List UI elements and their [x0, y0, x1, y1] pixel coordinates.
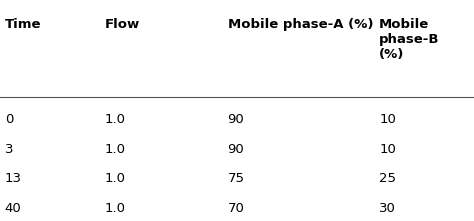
Text: 0: 0	[5, 113, 13, 126]
Text: Time: Time	[5, 18, 41, 31]
Text: 3: 3	[5, 143, 13, 156]
Text: 25: 25	[379, 172, 396, 185]
Text: Mobile
phase-B
(%): Mobile phase-B (%)	[379, 18, 440, 61]
Text: 75: 75	[228, 172, 245, 185]
Text: 90: 90	[228, 113, 244, 126]
Text: 40: 40	[5, 202, 21, 215]
Text: 1.0: 1.0	[104, 113, 125, 126]
Text: 1.0: 1.0	[104, 202, 125, 215]
Text: Mobile phase-A (%): Mobile phase-A (%)	[228, 18, 373, 31]
Text: 10: 10	[379, 113, 396, 126]
Text: 1.0: 1.0	[104, 172, 125, 185]
Text: 13: 13	[5, 172, 22, 185]
Text: 30: 30	[379, 202, 396, 215]
Text: 10: 10	[379, 143, 396, 156]
Text: 70: 70	[228, 202, 245, 215]
Text: 90: 90	[228, 143, 244, 156]
Text: 1.0: 1.0	[104, 143, 125, 156]
Text: Flow: Flow	[104, 18, 139, 31]
